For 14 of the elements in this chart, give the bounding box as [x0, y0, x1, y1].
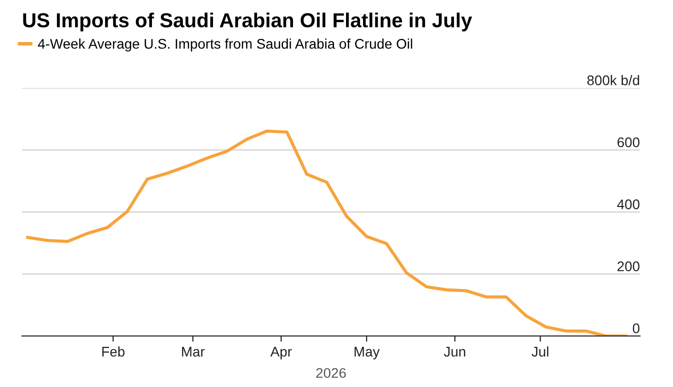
x-tick-label: Jun: [444, 346, 466, 357]
legend-label: 4-Week Average U.S. Imports from Saudi Arabia of Crude Oil: [38, 38, 412, 52]
x-tick-label: May: [354, 346, 380, 360]
y-tick-label: 600: [618, 137, 640, 148]
x-tick-label: Apr: [270, 346, 292, 360]
y-tick-label: 800k b/d: [587, 75, 640, 86]
x-axis-title: 2026: [316, 368, 346, 378]
x-tick-label: Jul: [532, 346, 548, 357]
y-tick-label: 0: [632, 323, 640, 334]
x-tick-label: Mar: [182, 346, 205, 357]
y-tick-label: 400: [617, 199, 640, 210]
x-tick-label: Feb: [102, 346, 125, 357]
y-tick-label: 200: [618, 261, 640, 272]
chart-title: US Imports of Saudi Arabian Oil Flatline in July: [23, 12, 472, 32]
